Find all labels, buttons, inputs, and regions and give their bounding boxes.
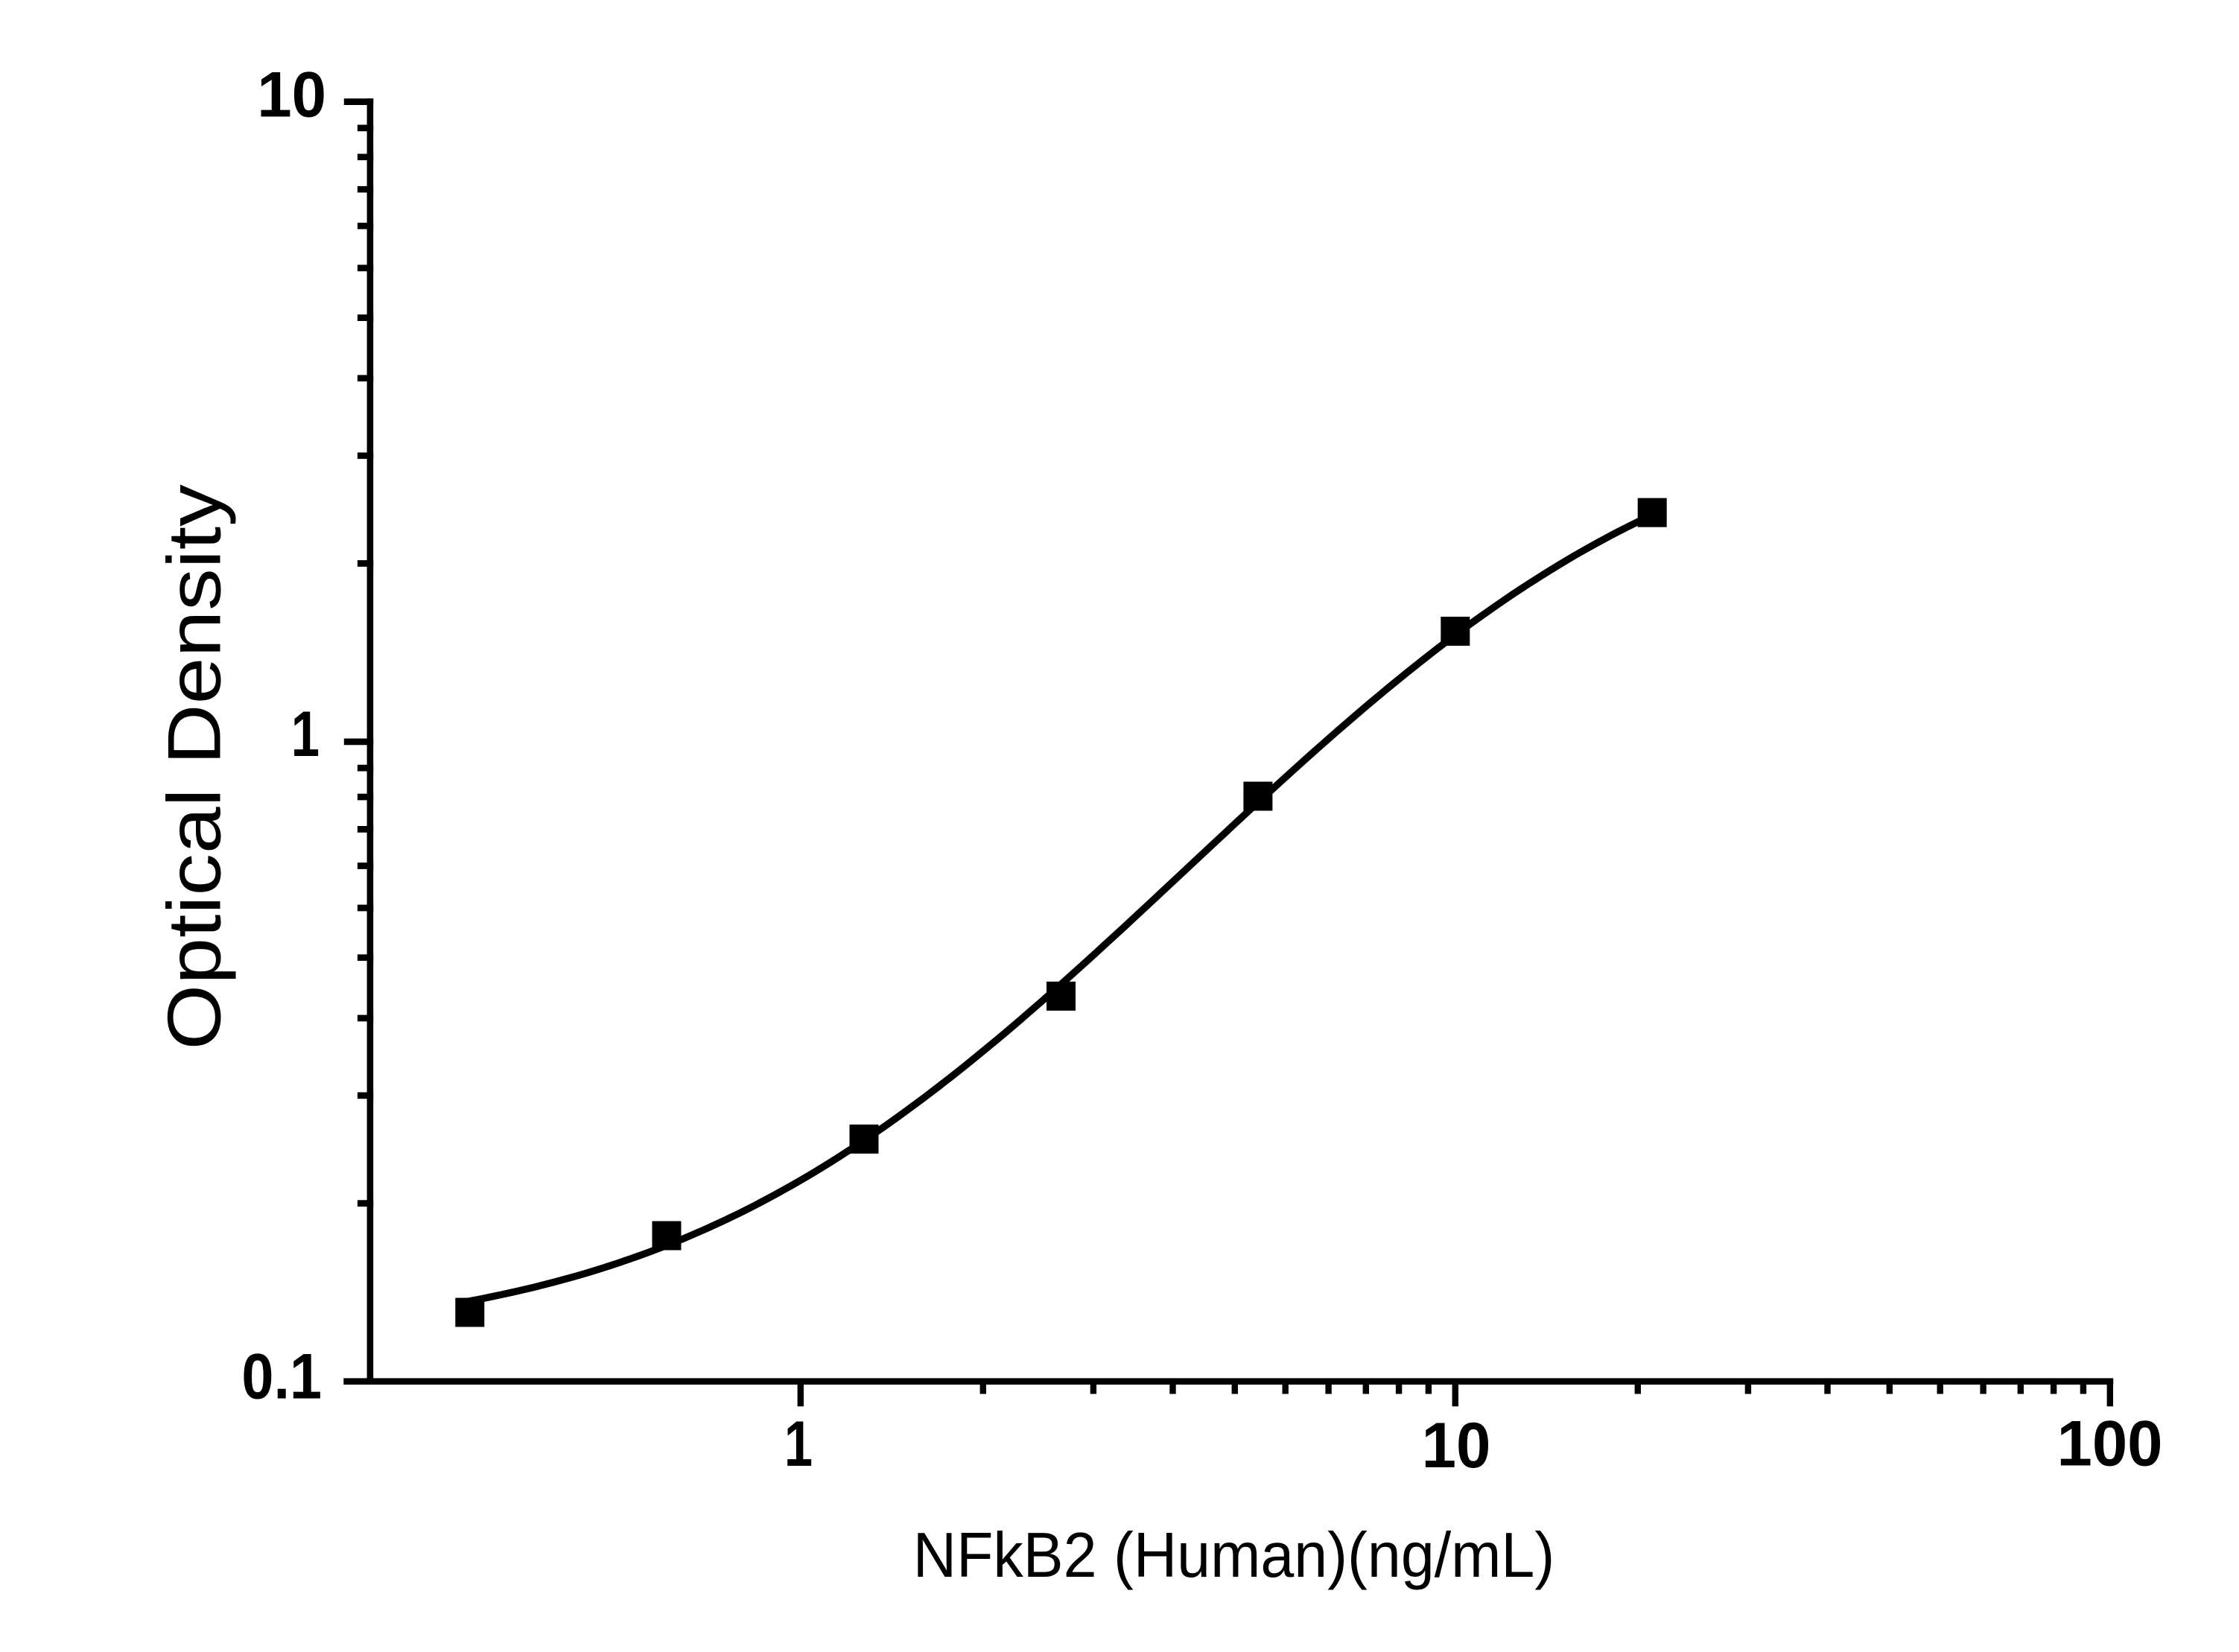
- svg-text:0.1: 0.1: [241, 1341, 322, 1413]
- svg-text:10: 10: [1422, 1409, 1491, 1481]
- svg-text:1: 1: [784, 1408, 813, 1480]
- svg-text:Optical Density: Optical Density: [152, 484, 236, 1050]
- svg-text:10: 10: [257, 58, 326, 130]
- svg-text:NFkB2 (Human)(ng/mL): NFkB2 (Human)(ng/mL): [913, 1519, 1554, 1590]
- svg-text:1: 1: [291, 699, 320, 770]
- svg-text:100: 100: [2057, 1408, 2162, 1479]
